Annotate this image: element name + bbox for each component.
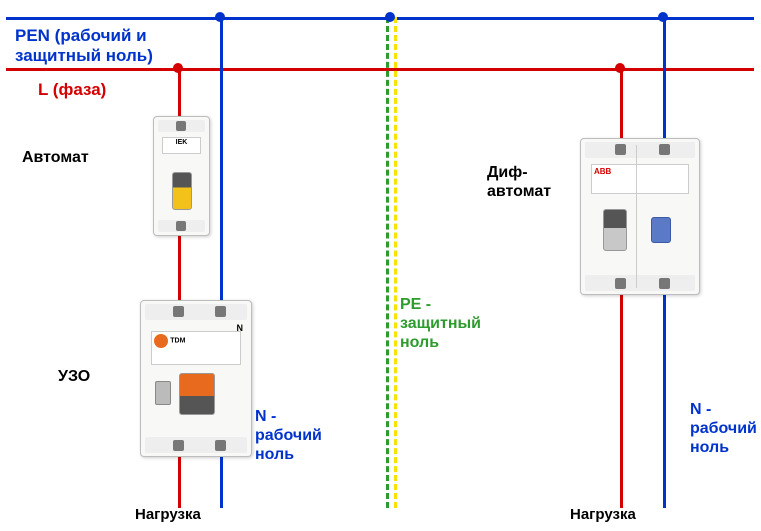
brand-badge	[154, 334, 168, 348]
automat-label: Автомат	[22, 148, 89, 167]
terminal-n-bottom	[215, 440, 226, 451]
terminal-top	[176, 121, 186, 131]
junction-node	[385, 12, 395, 22]
pen-to-dif-wire	[663, 17, 666, 139]
junction-node	[173, 63, 183, 73]
pen-dif-to-n-wire	[663, 290, 666, 508]
terminal-l-top	[615, 144, 626, 155]
automat-breaker: IEK	[153, 116, 210, 236]
load-left-label: Нагрузка	[135, 506, 201, 524]
junction-node	[658, 12, 668, 22]
phase-uzo-to-load-wire	[178, 453, 181, 508]
phase-to-automat-wire	[178, 68, 181, 116]
test-button[interactable]	[155, 381, 171, 405]
dif-automat: ABB	[580, 138, 700, 295]
brand-panel: IEK	[162, 137, 201, 154]
phase-label: L (фаза)	[38, 80, 106, 100]
load-right-label: Нагрузка	[570, 506, 636, 524]
pen-bus-wire	[6, 17, 754, 20]
toggle-switch[interactable]	[179, 373, 215, 415]
n-right-label: N - рабочий ноль	[690, 400, 757, 458]
wiring-diagram: IEK N TDM ABB PEN (рабочий и защитный	[0, 0, 761, 531]
phase-dif-to-load-wire	[620, 290, 623, 508]
toggle-switch[interactable]	[603, 209, 627, 251]
phase-automat-to-uzo-wire	[178, 233, 181, 300]
phase-bus-wire	[6, 68, 754, 71]
pen-to-uzo-wire	[220, 17, 223, 301]
n-left-label: N - рабочий ноль	[255, 407, 322, 465]
phase-to-dif-wire	[620, 68, 623, 138]
spec-panel: TDM	[151, 331, 241, 365]
terminal-l-bottom	[615, 278, 626, 289]
terminal-l-top	[173, 306, 184, 317]
junction-node	[615, 63, 625, 73]
pen-uzo-to-n-wire	[220, 453, 223, 508]
uzo-rcd: N TDM	[140, 300, 252, 457]
uzo-label: УЗО	[58, 367, 90, 386]
toggle-switch[interactable]	[172, 172, 192, 210]
terminal-bottom	[176, 221, 186, 231]
terminal-l-bottom	[173, 440, 184, 451]
terminal-n-top	[215, 306, 226, 317]
pe-label: PE - защитный ноль	[400, 295, 481, 353]
pen-label: PEN (рабочий и защитный ноль)	[15, 26, 153, 67]
junction-node	[215, 12, 225, 22]
dif-automat-label: Диф- автомат	[487, 163, 551, 201]
